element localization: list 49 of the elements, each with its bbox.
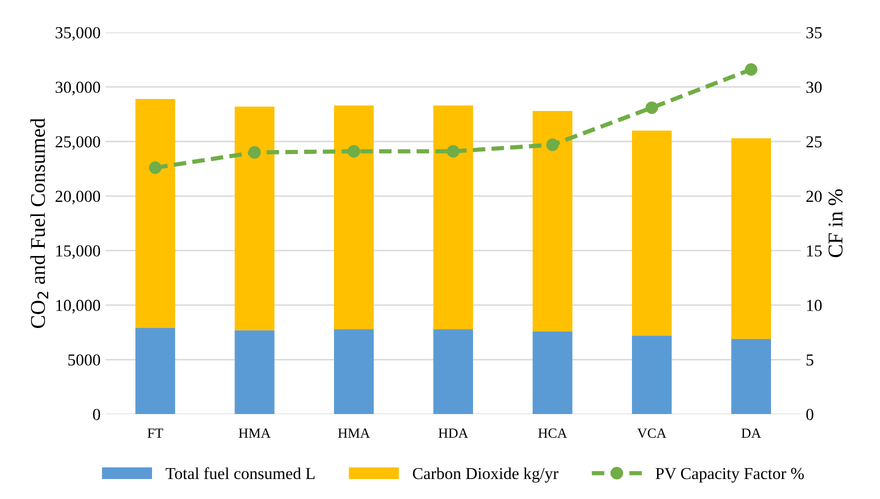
bar (433, 329, 474, 414)
bar (135, 328, 176, 414)
bar (334, 329, 374, 414)
y2-tick-label: 15 (807, 245, 822, 257)
y-tick-label: 10,000 (56, 300, 100, 314)
y2-tick-label: 25 (806, 136, 822, 148)
bar (532, 331, 572, 414)
bar (433, 106, 474, 330)
legend-label: Total fuel consumed L (166, 467, 315, 480)
y-tick-label: 35,000 (56, 27, 100, 41)
bar (632, 336, 672, 414)
legend-label: Carbon Dioxide kg/yr (412, 467, 558, 483)
point (248, 146, 261, 159)
y-tick-label: 0 (93, 408, 100, 420)
bar (632, 130, 672, 336)
y-axis-title: CO$_{2}$ and Fuel Consumed (30, 118, 48, 328)
x-tick-label: DA (742, 428, 762, 438)
bar (731, 138, 772, 339)
x-tick-label: HDA (438, 428, 468, 438)
point (348, 145, 360, 158)
y2-tick-label: 30 (806, 82, 822, 93)
y-tick-label: 20,000 (56, 190, 100, 204)
y2-tick-label: 20 (806, 190, 822, 202)
y-tick-label: 25,000 (56, 136, 100, 150)
y2-axis-title: CF in % (828, 189, 843, 258)
point (744, 63, 758, 76)
y2-tick-label: 35 (806, 27, 822, 38)
y2-tick-label: 0 (806, 408, 814, 420)
bar (731, 338, 772, 414)
y2-tick-label: 10 (807, 300, 822, 312)
point (646, 101, 658, 114)
point (149, 161, 162, 174)
legend-label: PV Capacity Factor % (656, 468, 804, 483)
bar (234, 106, 274, 330)
bar (234, 330, 274, 414)
y-tick-label: 15,000 (56, 245, 100, 259)
x-tick-label: HMA (238, 428, 271, 438)
bar (334, 106, 374, 330)
x-tick-label: HMA (338, 428, 370, 438)
point (546, 138, 559, 152)
y-tick-label: 30,000 (56, 82, 100, 96)
point (446, 145, 460, 158)
x-tick-label: HCA (538, 428, 568, 438)
bar (135, 98, 176, 328)
y-tick-label: 5000 (68, 354, 100, 366)
x-tick-label: VCA (637, 428, 666, 438)
x-tick-label: FT (148, 428, 164, 438)
y2-tick-label: 5 (806, 354, 814, 366)
bar (532, 110, 572, 332)
